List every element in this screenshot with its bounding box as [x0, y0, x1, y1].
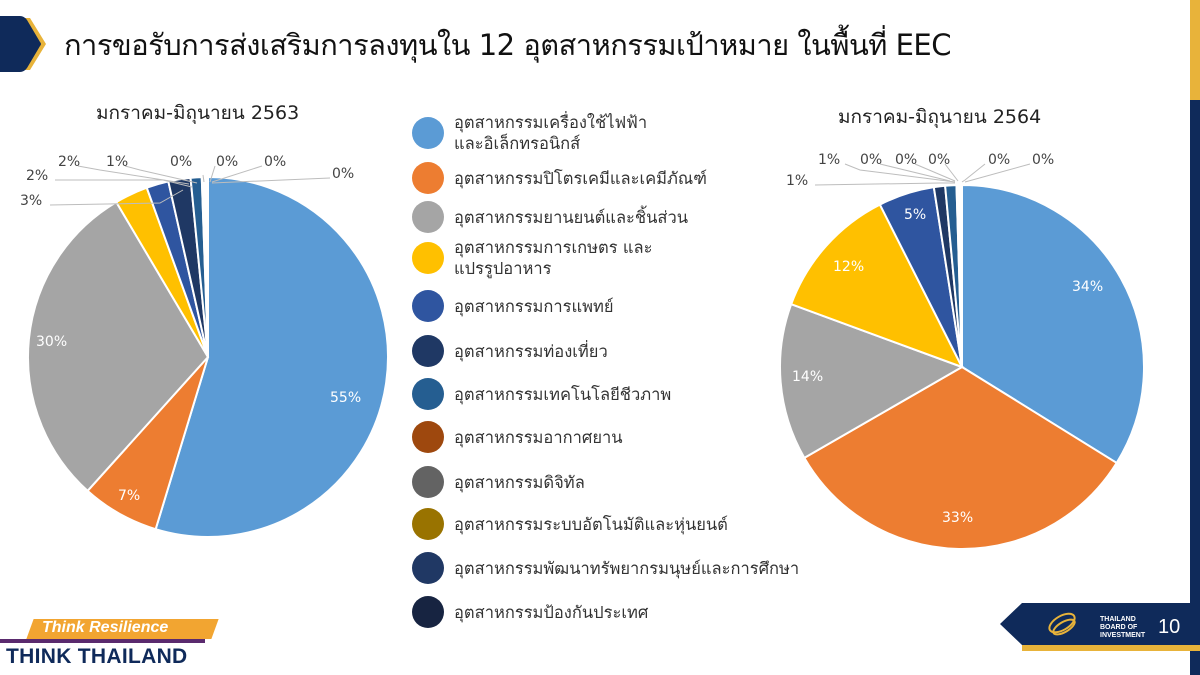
label-2564-digital: 0% — [895, 152, 917, 168]
label-2564-agri: 12% — [833, 259, 864, 275]
legend-label-line2: แปรรูปอาหาร — [454, 259, 552, 278]
legend-item-biotech: อุตสาหกรรมเทคโนโลยีชีวภาพ — [412, 378, 671, 410]
legend-dot-icon — [412, 290, 444, 322]
chart-2563-title: มกราคม-มิถุนายน 2563 — [96, 102, 300, 124]
pie-chart-2563 — [27, 175, 389, 538]
boi-badge — [1000, 603, 1200, 651]
label-2563-tourism: 2% — [58, 154, 80, 170]
pie-slice — [959, 183, 963, 368]
page-title: การขอรับการส่งเสริมการลงทุนใน 12 อุตสาหก… — [64, 28, 952, 62]
legend-label: อุตสาหกรรมดิจิทัล — [454, 472, 585, 492]
legend-label: อุตสาหกรรมการแพทย์ — [454, 296, 614, 316]
label-2563-education: 0% — [332, 166, 354, 182]
legend-label: อุตสาหกรรมป้องกันประเทศ — [454, 602, 649, 622]
label-2563-agri: 3% — [20, 193, 42, 209]
pie-slice — [789, 203, 965, 369]
legend-dot-icon — [412, 421, 444, 453]
legend-label: อุตสาหกรรมเทคโนโลยีชีวภาพ — [454, 384, 672, 404]
legend-item-medical: อุตสาหกรรมการแพทย์ — [412, 290, 614, 322]
label-2564-electrical: 34% — [1072, 279, 1103, 295]
legend-item-automotive: อุตสาหกรรมยานยนต์และชิ้นส่วน — [412, 201, 688, 233]
legend-dot-icon — [412, 596, 444, 628]
legend-item-robotics: อุตสาหกรรมระบบอัตโนมัติและหุ่นยนต์ — [412, 508, 728, 540]
legend-item-tourism: อุตสาหกรรมท่องเที่ยว — [412, 335, 608, 367]
pie-2564-outside-labels — [814, 163, 1031, 186]
pie-chart-2564 — [779, 183, 1145, 550]
pie-slice — [205, 175, 209, 358]
slogan-underline — [0, 639, 205, 643]
right-accent-bar-navy — [1190, 100, 1200, 675]
label-2564-biotech: 1% — [818, 152, 840, 168]
label-2564-defense: 0% — [1032, 152, 1054, 168]
label-2564-medical: 5% — [904, 207, 926, 223]
label-2564-aviation: 0% — [860, 152, 882, 168]
right-accent-bar-gold — [1190, 0, 1200, 100]
label-2563-petrochem: 7% — [118, 488, 140, 504]
pie-slice — [154, 175, 389, 538]
legend-label: อุตสาหกรรมยานยนต์และชิ้นส่วน — [454, 207, 689, 227]
legend-item-defense: อุตสาหกรรมป้องกันประเทศ — [412, 596, 648, 628]
pie-slice — [961, 183, 1145, 465]
legend-dot-icon — [412, 508, 444, 540]
legend-dot-icon — [412, 201, 444, 233]
title-chevron-icon — [0, 16, 46, 72]
label-2563-medical: 2% — [26, 168, 48, 184]
legend-label: อุตสาหกรรมการเกษตร และ — [454, 238, 653, 257]
legend-item-agriculture: อุตสาหกรรมการเกษตร และแปรรูปอาหาร — [412, 237, 652, 279]
legend-label-line2: และอิเล็กทรอนิกส์ — [454, 134, 581, 153]
chart-2564-title: มกราคม-มิถุนายน 2564 — [838, 106, 1042, 128]
legend-dot-icon — [412, 466, 444, 498]
legend-label: อุตสาหกรรมระบบอัตโนมัติและหุ่นยนต์ — [454, 514, 728, 534]
label-2564-petrochem: 33% — [942, 510, 973, 526]
slogan-top: Think Resilience — [42, 619, 169, 636]
slogan-bottom: THINK THAILAND — [6, 645, 188, 668]
label-2563-electrical: 55% — [330, 390, 361, 406]
legend-dot-icon — [412, 117, 444, 149]
legend-item-electrical: อุตสาหกรรมเครื่องใช้ไฟฟ้าและอิเล็กทรอนิก… — [412, 112, 647, 154]
label-2563-digital: 0% — [216, 154, 238, 170]
label-2563-robotics: 0% — [264, 154, 286, 170]
legend-dot-icon — [412, 335, 444, 367]
legend-label: อุตสาหกรรมเครื่องใช้ไฟฟ้า — [454, 113, 648, 132]
pie-slice — [779, 302, 965, 460]
legend-item-petrochem: อุตสาหกรรมปิโตรเคมีและเคมีภัณฑ์ — [412, 162, 707, 194]
pie-2563-outside-labels — [49, 165, 331, 206]
page-number: 10 — [1158, 616, 1181, 638]
label-2564-education: 0% — [988, 152, 1010, 168]
legend-dot-icon — [412, 552, 444, 584]
legend-item-aviation: อุตสาหกรรมอากาศยาน — [412, 421, 623, 453]
label-2563-aviation: 0% — [170, 154, 192, 170]
boi-name: THAILAND BOARD OF INVESTMENT — [1100, 616, 1146, 639]
label-2564-automotive: 14% — [792, 369, 823, 385]
label-2564-tourism: 1% — [786, 173, 808, 189]
legend-label: อุตสาหกรรมอากาศยาน — [454, 427, 623, 447]
legend-label: อุตสาหกรรมพัฒนาทรัพยากรมนุษย์และการศึกษา — [454, 558, 800, 578]
think-thailand-logo: Think Resilience THINK THAILAND — [0, 614, 219, 669]
label-2564-robotics: 0% — [928, 152, 950, 168]
legend-item-education: อุตสาหกรรมพัฒนาทรัพยากรมนุษย์และการศึกษา — [412, 552, 799, 584]
legend-label: อุตสาหกรรมปิโตรเคมีและเคมีภัณฑ์ — [454, 168, 707, 188]
legend-item-digital: อุตสาหกรรมดิจิทัล — [412, 466, 585, 498]
boi-logo-icon — [1048, 612, 1076, 636]
legend-dot-icon — [412, 162, 444, 194]
pie-slice — [27, 200, 210, 493]
legend-dot-icon — [412, 242, 444, 274]
label-2563-automotive: 30% — [36, 334, 67, 350]
legend-dot-icon — [412, 378, 444, 410]
pie-slice — [802, 365, 1119, 550]
label-2563-biotech: 1% — [106, 154, 128, 170]
legend-label: อุตสาหกรรมท่องเที่ยว — [454, 341, 608, 361]
